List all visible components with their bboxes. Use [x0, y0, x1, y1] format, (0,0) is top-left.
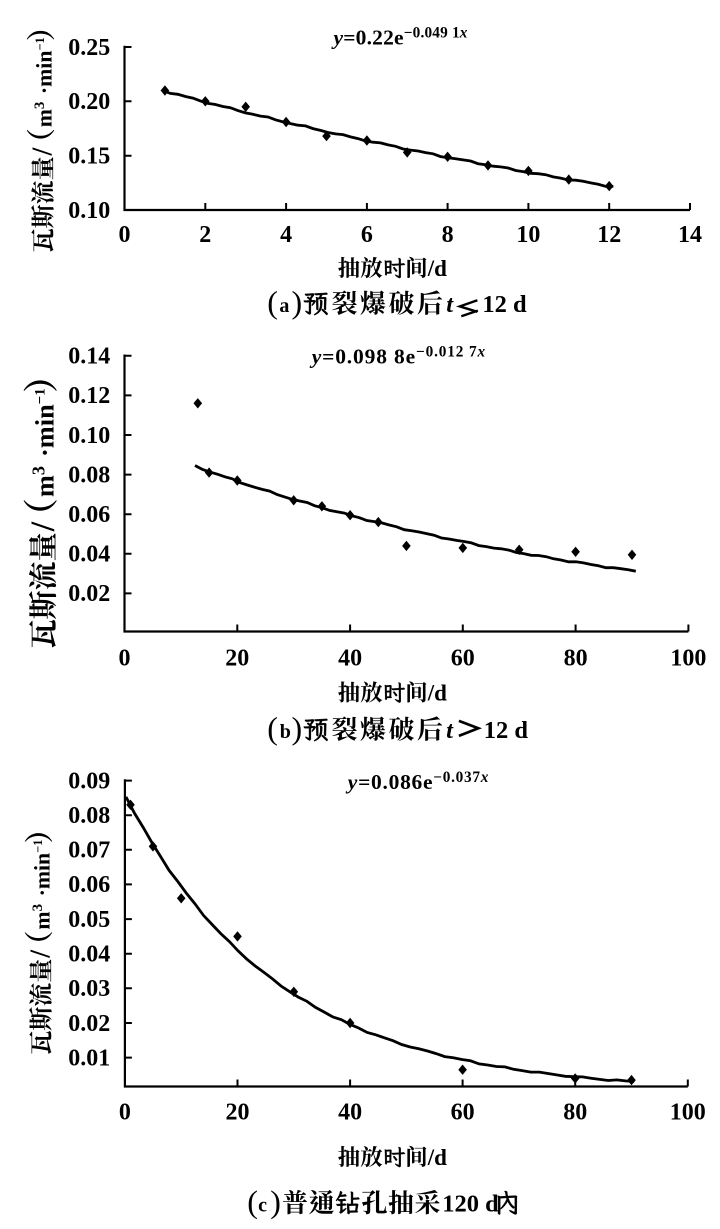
svg-text:0.06: 0.06	[68, 502, 110, 528]
svg-text:0.10: 0.10	[68, 198, 110, 224]
svg-text:0: 0	[119, 646, 131, 672]
svg-text:0.04: 0.04	[68, 942, 110, 968]
svg-text:): )	[292, 710, 303, 746]
svg-text:4: 4	[280, 222, 292, 248]
svg-text:12 d: 12 d	[484, 717, 529, 744]
svg-text:): )	[292, 284, 303, 320]
svg-text:0.14: 0.14	[68, 344, 110, 370]
svg-text:0: 0	[119, 222, 131, 248]
svg-text:40: 40	[338, 646, 362, 672]
svg-text:t: t	[446, 291, 454, 318]
svg-text:20: 20	[226, 1100, 250, 1126]
svg-text:0.04: 0.04	[68, 542, 110, 568]
svg-text:0.02: 0.02	[68, 1011, 110, 1037]
svg-text:0.05: 0.05	[68, 907, 110, 933]
svg-text:20: 20	[225, 646, 249, 672]
svg-text:10: 10	[516, 222, 540, 248]
svg-text:b: b	[280, 721, 291, 743]
svg-text:2: 2	[199, 222, 211, 248]
svg-text:0.02: 0.02	[68, 581, 110, 607]
svg-text:0.03: 0.03	[68, 976, 110, 1002]
svg-text:8: 8	[442, 222, 454, 248]
svg-text:y=0.098 8e−0.012 7x: y=0.098 8e−0.012 7x	[309, 343, 486, 368]
svg-text:6: 6	[361, 222, 373, 248]
svg-text:0.01: 0.01	[68, 1045, 110, 1071]
svg-text:0: 0	[119, 1100, 131, 1126]
svg-text:0.10: 0.10	[68, 423, 110, 449]
svg-text:0.15: 0.15	[68, 144, 110, 170]
svg-text:0.12: 0.12	[68, 383, 110, 409]
svg-text:12: 12	[597, 222, 621, 248]
svg-text:0.08: 0.08	[68, 803, 110, 829]
svg-text:t: t	[446, 717, 454, 744]
svg-text:a: a	[279, 295, 289, 317]
svg-text:100: 100	[670, 1100, 706, 1126]
svg-text:0.06: 0.06	[68, 872, 110, 898]
svg-text:12 d: 12 d	[482, 291, 527, 318]
svg-text:120 d: 120 d	[442, 1191, 499, 1218]
svg-text:80: 80	[563, 1100, 587, 1126]
svg-text:40: 40	[338, 1100, 362, 1126]
svg-text:0.20: 0.20	[68, 89, 110, 115]
svg-text:60: 60	[451, 1100, 475, 1126]
svg-text:14: 14	[678, 222, 702, 248]
svg-text:(: (	[267, 284, 278, 320]
svg-text:(: (	[247, 1184, 258, 1220]
svg-text:0.08: 0.08	[68, 462, 110, 488]
svg-text:0.09: 0.09	[68, 768, 110, 794]
svg-text:(: (	[267, 710, 278, 746]
svg-text:100: 100	[670, 646, 706, 672]
svg-text:): )	[270, 1184, 281, 1220]
svg-text:0.07: 0.07	[68, 838, 110, 864]
svg-text:0.25: 0.25	[68, 35, 110, 61]
svg-text:60: 60	[451, 646, 475, 672]
svg-text:y=0.22e−0.049 1x: y=0.22e−0.049 1x	[331, 24, 468, 49]
svg-text:80: 80	[564, 646, 588, 672]
svg-text:c: c	[258, 1195, 267, 1217]
